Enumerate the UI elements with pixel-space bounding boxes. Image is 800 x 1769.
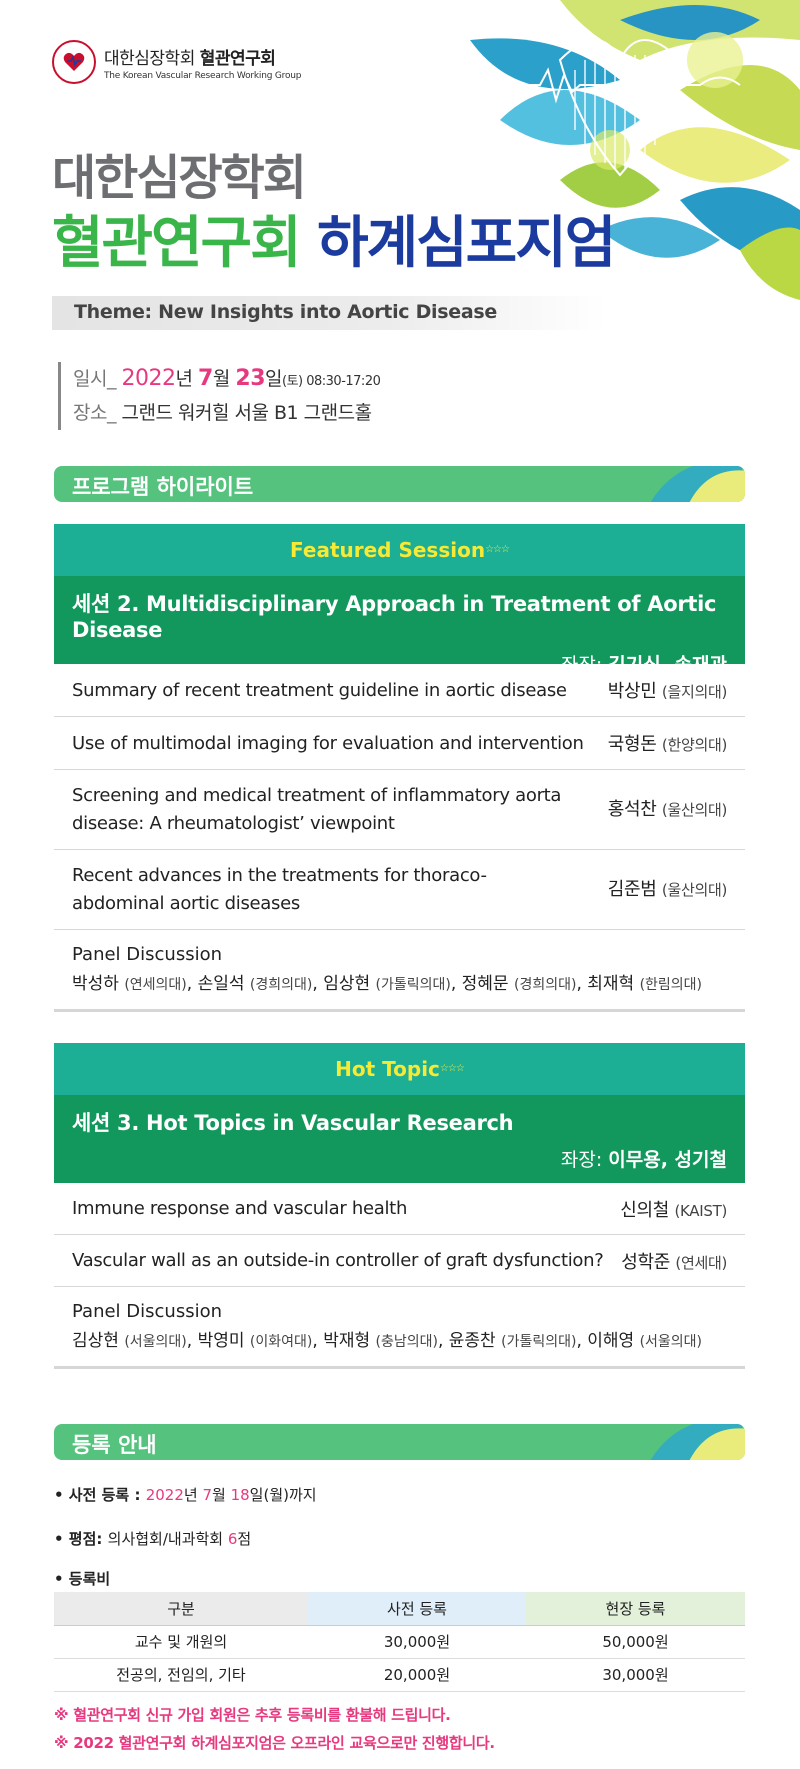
table-row: Screening and medical treatment of infla…: [54, 770, 745, 850]
event-info: 일시_ 2022년 7월 23일(토) 08:30-17:20 장소_ 그랜드 …: [58, 362, 381, 430]
fee-header-pre: 사전 등록: [308, 1592, 526, 1626]
session-title: 세션 3. Hot Topics in Vascular Research: [72, 1111, 514, 1135]
session-3-header: 세션 3. Hot Topics in Vascular Research 좌장…: [54, 1095, 745, 1183]
table-row: Vascular wall as an outside-in controlle…: [54, 1235, 745, 1287]
title-line2: 혈관연구회 하계심포지엄: [52, 198, 616, 279]
refund-note: ※ 혈관연구회 신규 가입 회원은 추후 등록비를 환불해 드립니다.: [54, 1706, 451, 1724]
session-2-talks: Summary of recent treatment guideline in…: [54, 664, 745, 1012]
title-line1: 대한심장학회: [52, 150, 307, 206]
featured-session-header: Featured Session☆☆☆: [54, 524, 745, 576]
logo-badge-icon: [52, 40, 96, 84]
fee-header-onsite: 현장 등록: [526, 1592, 745, 1626]
panel-discussion: Panel Discussion 박성하 (연세의대), 손일석 (경희의대),…: [54, 930, 745, 1012]
leaf-decoration-icon: [650, 466, 745, 502]
table-row: Summary of recent treatment guideline in…: [54, 664, 745, 717]
fee-header-category: 구분: [54, 1592, 308, 1626]
org-name-ko: 대한심장학회 혈관연구회: [104, 48, 276, 69]
panel-members: 박성하 (연세의대), 손일석 (경희의대), 임상현 (가톨릭의대), 정혜문…: [72, 974, 703, 994]
panel-members: 김상현 (서울의대), 박영미 (이화여대), 박재형 (충남의대), 윤종찬 …: [72, 1331, 703, 1351]
table-row: Immune response and vascular health 신의철 …: [54, 1183, 745, 1235]
session-title: 세션 2. Multidisciplinary Approach in Trea…: [72, 592, 717, 642]
session-chairs: 좌장: 이무용, 성기철: [560, 1149, 727, 1171]
session-3-talks: Immune response and vascular health 신의철 …: [54, 1183, 745, 1369]
session-2-header: 세션 2. Multidisciplinary Approach in Trea…: [54, 576, 745, 676]
leaf-decoration-icon: [650, 1424, 745, 1460]
session-chairs: 좌장: 김기식, 송재관: [560, 654, 727, 676]
title-blue: 하계심포지엄: [317, 211, 616, 276]
theme-bar: Theme: New Insights into Aortic Disease: [52, 296, 607, 330]
panel-discussion: Panel Discussion 김상현 (서울의대), 박영미 (이화여대),…: [54, 1287, 745, 1369]
org-name-en: The Korean Vascular Research Working Gro…: [104, 70, 302, 81]
pre-registration-deadline: • 사전 등록 : 2022년 7월 18일(월)까지: [54, 1486, 317, 1504]
hot-topic-header: Hot Topic☆☆☆: [54, 1043, 745, 1095]
table-row: 전공의, 전임의, 기타 20,000원 30,000원: [54, 1658, 745, 1692]
table-row: Recent advances in the treatments for th…: [54, 850, 745, 930]
org-logo[interactable]: 대한심장학회 혈관연구회 The Korean Vascular Researc…: [52, 40, 301, 84]
table-row: 교수 및 개원의 30,000원 50,000원: [54, 1625, 745, 1659]
program-highlight-bar: 프로그램 하이라이트: [54, 466, 745, 502]
offline-note: ※ 2022 혈관연구회 하계심포지엄은 오프라인 교육으로만 진행합니다.: [54, 1734, 495, 1752]
star-icon: ☆☆☆: [439, 1063, 465, 1074]
event-date: 일시_ 2022년 7월 23일(토) 08:30-17:20: [73, 366, 381, 391]
event-place: 장소_ 그랜드 워커힐 서울 B1 그랜드홀: [73, 402, 372, 424]
registration-bar: 등록 안내: [54, 1424, 745, 1460]
credit-points: • 평점: 의사협회/내과학회 6점: [54, 1530, 252, 1548]
title-green: 혈관연구회: [52, 211, 302, 276]
star-icon: ☆☆☆: [485, 544, 510, 555]
fee-table: 구분 사전 등록 현장 등록 교수 및 개원의 30,000원 50,000원 …: [54, 1592, 745, 1692]
table-row: Use of multimodal imaging for evaluation…: [54, 717, 745, 770]
fee-label: • 등록비: [54, 1570, 111, 1588]
